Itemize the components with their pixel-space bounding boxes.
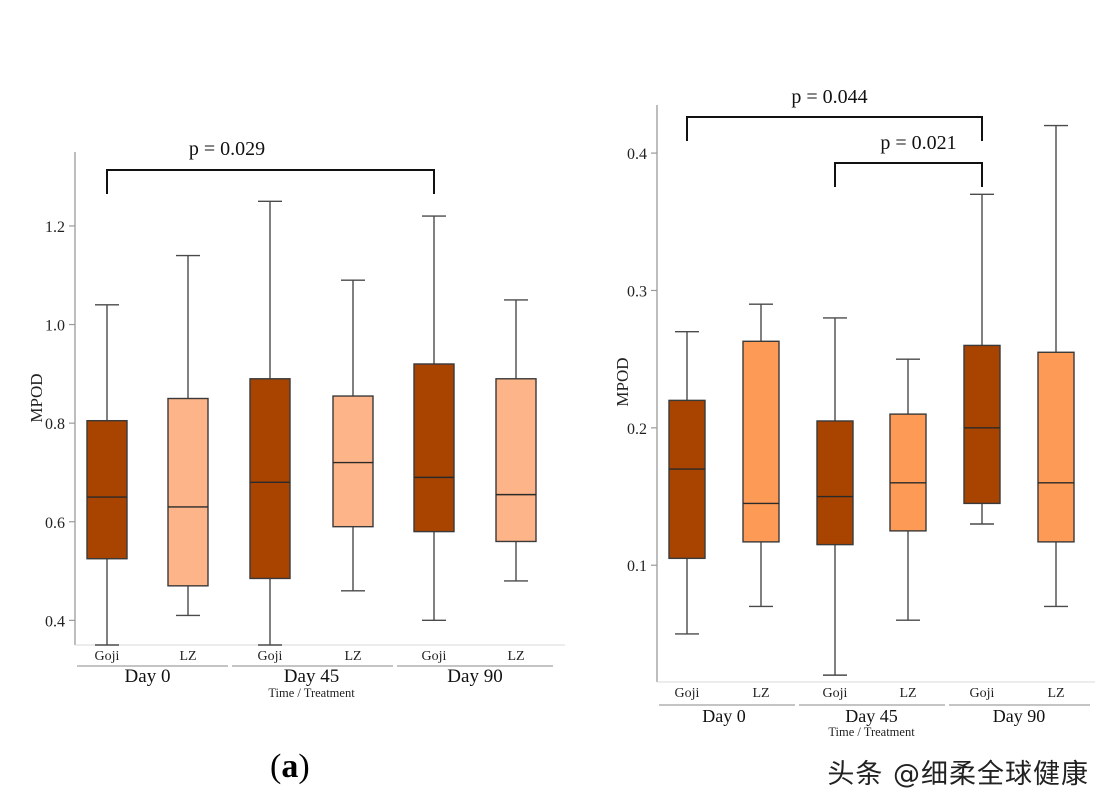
p-value-label: p = 0.029: [189, 138, 265, 160]
x-category-label: Goji: [970, 686, 995, 701]
watermark: 头条 @细柔全球健康: [827, 759, 1089, 790]
x-category-label: LZ: [507, 649, 524, 664]
x-category-label: Goji: [675, 686, 700, 701]
panel-label-letter: a: [281, 748, 299, 785]
box-day90-goji: [963, 193, 1001, 525]
x-group-label: Day 45: [845, 706, 898, 726]
box-day90-lz: [495, 299, 537, 582]
x-category-label: Goji: [422, 649, 447, 664]
x-axis-label: Time / Treatment: [828, 725, 915, 739]
box-iqr: [413, 363, 455, 533]
bracket-line: [106, 169, 435, 194]
box-day90-lz: [1037, 124, 1075, 608]
box-day45-lz: [332, 279, 374, 592]
x-category-label: LZ: [344, 649, 361, 664]
y-tick-label: 1.2: [45, 219, 65, 236]
box-iqr: [816, 420, 854, 546]
box-day90-goji: [413, 215, 455, 622]
x-category-label: LZ: [179, 649, 196, 664]
box-iqr: [167, 397, 209, 587]
box-iqr: [889, 413, 927, 532]
box-iqr: [963, 344, 1001, 505]
p-value-label: p = 0.044: [791, 86, 867, 108]
panel-label: (a): [270, 748, 310, 786]
box-day45-goji: [249, 200, 291, 646]
p-value-label: p = 0.021: [880, 132, 956, 154]
box-iqr: [332, 395, 374, 528]
x-axis-label: Time / Treatment: [268, 686, 355, 700]
significance-bracket: p = 0.029: [106, 138, 435, 194]
x-group-label: Day 0: [702, 706, 746, 726]
significance-bracket: p = 0.021: [834, 132, 983, 187]
x-category-label: Goji: [823, 686, 848, 701]
x-category-label: LZ: [899, 686, 916, 701]
y-tick-label: 1.0: [45, 318, 65, 335]
y-tick-label: 0.6: [45, 515, 65, 532]
bracket-line: [834, 162, 983, 187]
box-iqr: [668, 399, 706, 560]
significance-bracket: p = 0.044: [686, 86, 983, 141]
box-iqr: [742, 340, 780, 543]
x-category-label: Goji: [258, 649, 283, 664]
box-iqr: [86, 419, 128, 560]
box-day45-lz: [889, 358, 927, 621]
box-iqr: [249, 378, 291, 580]
x-group-label: Day 0: [125, 666, 171, 687]
x-category-label: LZ: [1047, 686, 1064, 701]
box-iqr: [1037, 351, 1075, 543]
y-tick-label: 0.3: [627, 283, 647, 300]
y-tick-label: 0.4: [45, 613, 65, 630]
y-tick-label: 0.1: [627, 558, 647, 575]
box-day0-lz: [167, 254, 209, 617]
box-day0-goji: [86, 304, 128, 646]
chart-panel-right: 0.1 0.2 0.3 0.4 MPOD Goji LZ Goji LZ Goji LZ Day 0 D…: [613, 86, 1095, 739]
x-group-label: Day 45: [284, 666, 339, 687]
panel-label-open: (: [270, 748, 282, 785]
chart-panel-left: 0.4 0.6 0.8 1.0 1.2 MPOD Goji LZ Goji LZ Goji LZ Day…: [27, 138, 565, 700]
box-day0-lz: [742, 303, 780, 608]
x-category-label: Goji: [95, 649, 120, 664]
panel-label-close: ): [298, 748, 310, 785]
y-tick-label: 0.8: [45, 416, 65, 433]
x-group-label: Day 90: [447, 666, 502, 687]
x-group-label: Day 90: [993, 706, 1046, 726]
y-tick-label: 0.4: [627, 146, 647, 163]
y-axis-label: MPOD: [27, 373, 46, 422]
box-day45-goji: [816, 317, 854, 676]
bracket-line: [686, 116, 983, 141]
y-axis-label: MPOD: [613, 357, 632, 406]
y-tick-label: 0.2: [627, 421, 647, 438]
x-category-label: LZ: [752, 686, 769, 701]
box-day0-goji: [668, 330, 706, 635]
box-iqr: [495, 378, 537, 543]
